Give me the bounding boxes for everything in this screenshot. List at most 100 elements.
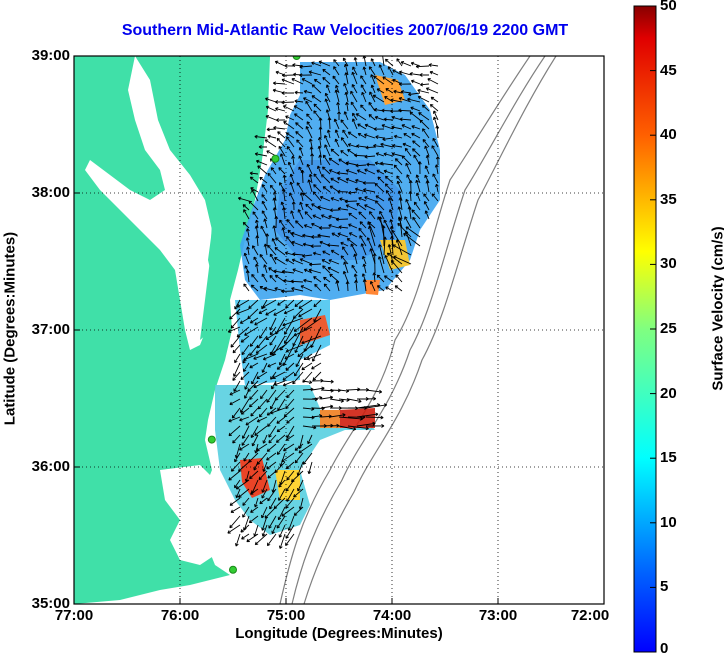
velocity-arrow bbox=[269, 253, 277, 265]
velocity-arrow bbox=[301, 362, 313, 371]
velocity-arrow bbox=[258, 407, 268, 418]
velocity-arrow bbox=[359, 221, 367, 229]
velocity-arrow bbox=[330, 148, 340, 157]
velocity-arrow bbox=[311, 222, 322, 229]
y-axis-label: Latitude (Degrees:Minutes) bbox=[1, 231, 19, 426]
velocity-arrow bbox=[328, 259, 340, 265]
velocity-arrow bbox=[412, 140, 421, 148]
velocity-arrow bbox=[432, 173, 439, 184]
velocity-arrow bbox=[324, 92, 331, 103]
delmarva-coast bbox=[180, 56, 270, 340]
velocity-arrow bbox=[363, 188, 376, 193]
velocity-arrow bbox=[258, 145, 268, 149]
velocity-arrow bbox=[370, 58, 376, 67]
velocity-arrow bbox=[273, 125, 286, 130]
velocity-arrow bbox=[359, 235, 367, 247]
velocity-arrow bbox=[340, 137, 349, 148]
velocity-arrow bbox=[313, 184, 322, 193]
velocity-arrow bbox=[370, 74, 376, 85]
velocity-arrow bbox=[239, 317, 250, 324]
velocity-arrow bbox=[384, 254, 394, 274]
velocity-arrow bbox=[373, 75, 385, 85]
velocity-arrow bbox=[303, 278, 313, 283]
velocity-arrow bbox=[251, 434, 259, 447]
velocity-arrow bbox=[424, 145, 430, 157]
velocity-arrow bbox=[295, 353, 304, 368]
velocity-arrow bbox=[351, 84, 358, 94]
velocity-arrow bbox=[401, 124, 412, 130]
velocity-arrow bbox=[360, 243, 367, 256]
velocity-arrow bbox=[268, 425, 277, 438]
velocity-arrow bbox=[329, 413, 346, 418]
velocity-arrow bbox=[276, 362, 286, 370]
velocity-arrow bbox=[297, 479, 304, 492]
colorbar-tick-label: 20 bbox=[660, 385, 677, 402]
velocity-arrow bbox=[378, 64, 385, 76]
velocity-arrow bbox=[312, 214, 322, 220]
velocity-arrow bbox=[351, 71, 358, 85]
velocity-arrow bbox=[340, 150, 349, 157]
velocity-arrow bbox=[283, 121, 295, 130]
velocity-arrow bbox=[284, 63, 295, 68]
velocity-arrow bbox=[274, 100, 286, 104]
velocity-arrow bbox=[282, 371, 295, 381]
velocity-arrow bbox=[266, 389, 277, 403]
velocity-arrow bbox=[286, 236, 295, 247]
velocity-arrow bbox=[241, 425, 250, 439]
velocity-arrow bbox=[412, 216, 421, 229]
velocity-arrow bbox=[413, 201, 421, 211]
velocity-arrow bbox=[250, 506, 259, 513]
velocity-arrow bbox=[344, 72, 349, 85]
velocity-arrow bbox=[435, 156, 440, 166]
velocity-arrow bbox=[395, 274, 403, 283]
velocity-arrow bbox=[343, 63, 349, 76]
velocity-arrow bbox=[261, 184, 268, 193]
velocity-arrow bbox=[269, 398, 277, 410]
velocity-arrow bbox=[329, 208, 340, 213]
velocity-arrow bbox=[425, 87, 439, 94]
velocity-arrow bbox=[344, 199, 358, 204]
velocity-arrow bbox=[258, 308, 268, 314]
velocity-arrow bbox=[234, 353, 241, 364]
velocity-arrow bbox=[365, 396, 377, 401]
velocity-arrow bbox=[308, 70, 322, 76]
velocity-arrow bbox=[239, 443, 250, 451]
velocity-arrow bbox=[275, 118, 286, 123]
velocity-arrow bbox=[417, 95, 430, 103]
velocity-arrow bbox=[267, 134, 277, 139]
velocity-arrow bbox=[269, 274, 277, 283]
velocity-arrow bbox=[303, 268, 313, 274]
velocity-arrow bbox=[282, 174, 287, 184]
velocity-arrow bbox=[299, 201, 304, 211]
velocity-arrow bbox=[354, 279, 358, 292]
x-axis-label: Longitude (Degrees:Minutes) bbox=[235, 625, 443, 642]
velocity-arrow bbox=[429, 104, 439, 112]
velocity-arrow bbox=[314, 283, 322, 292]
velocity-arrow bbox=[249, 362, 259, 369]
velocity-arrow bbox=[428, 63, 439, 67]
velocity-arrow bbox=[403, 232, 421, 247]
velocity-arrow bbox=[356, 412, 379, 418]
velocity-arrow bbox=[311, 414, 323, 418]
velocity-arrow bbox=[434, 183, 439, 193]
velocity-arrow bbox=[268, 434, 277, 444]
velocity-arrow bbox=[227, 524, 241, 534]
velocity-arrow bbox=[285, 362, 295, 371]
velocity-arrow bbox=[268, 515, 277, 529]
velocity-arrow bbox=[411, 125, 421, 130]
velocity-arrow bbox=[267, 172, 277, 184]
velocity-arrow bbox=[425, 180, 430, 193]
velocity-arrow bbox=[368, 211, 376, 220]
velocity-arrow bbox=[246, 246, 250, 256]
velocity-arrow bbox=[313, 173, 322, 184]
velocity-arrow bbox=[421, 104, 430, 112]
velocity-arrow bbox=[263, 264, 268, 274]
velocity-arrow bbox=[286, 389, 295, 399]
velocity-arrow bbox=[255, 235, 260, 247]
velocity-arrow bbox=[357, 132, 367, 139]
velocity-arrow bbox=[411, 209, 421, 220]
velocity-arrow bbox=[360, 75, 367, 85]
velocity-arrow bbox=[337, 232, 349, 238]
velocity-arrow bbox=[302, 233, 313, 238]
velocity-arrow bbox=[265, 233, 270, 247]
